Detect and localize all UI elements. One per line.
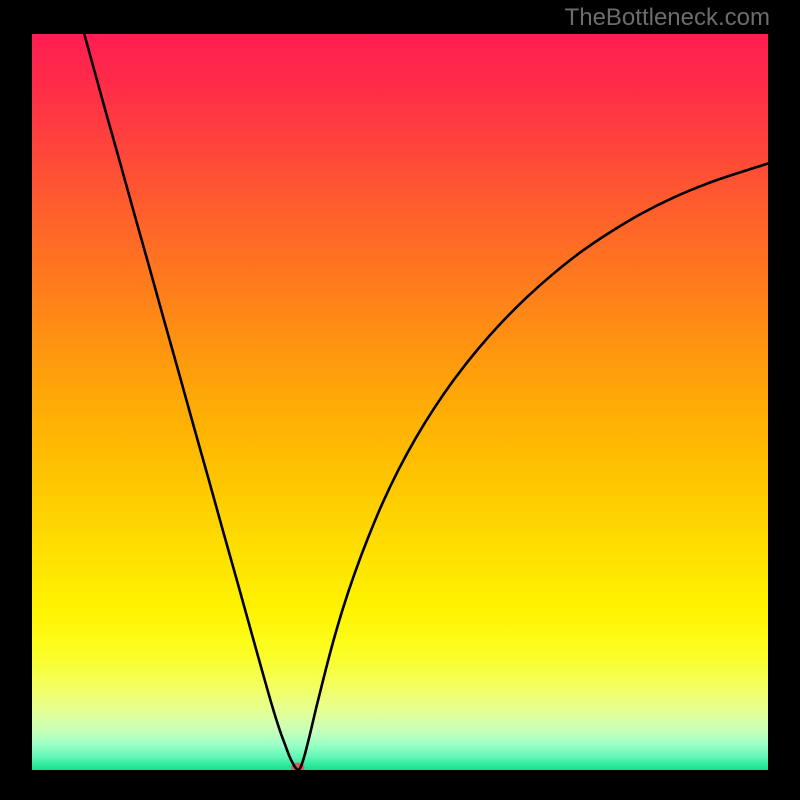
left-branch-curve: [84, 34, 297, 769]
plot-area: [32, 34, 768, 770]
curve-layer: [32, 34, 768, 770]
watermark-text: TheBottleneck.com: [565, 4, 770, 32]
right-branch-curve: [299, 164, 768, 770]
chart-stage: TheBottleneck.com: [0, 0, 800, 800]
